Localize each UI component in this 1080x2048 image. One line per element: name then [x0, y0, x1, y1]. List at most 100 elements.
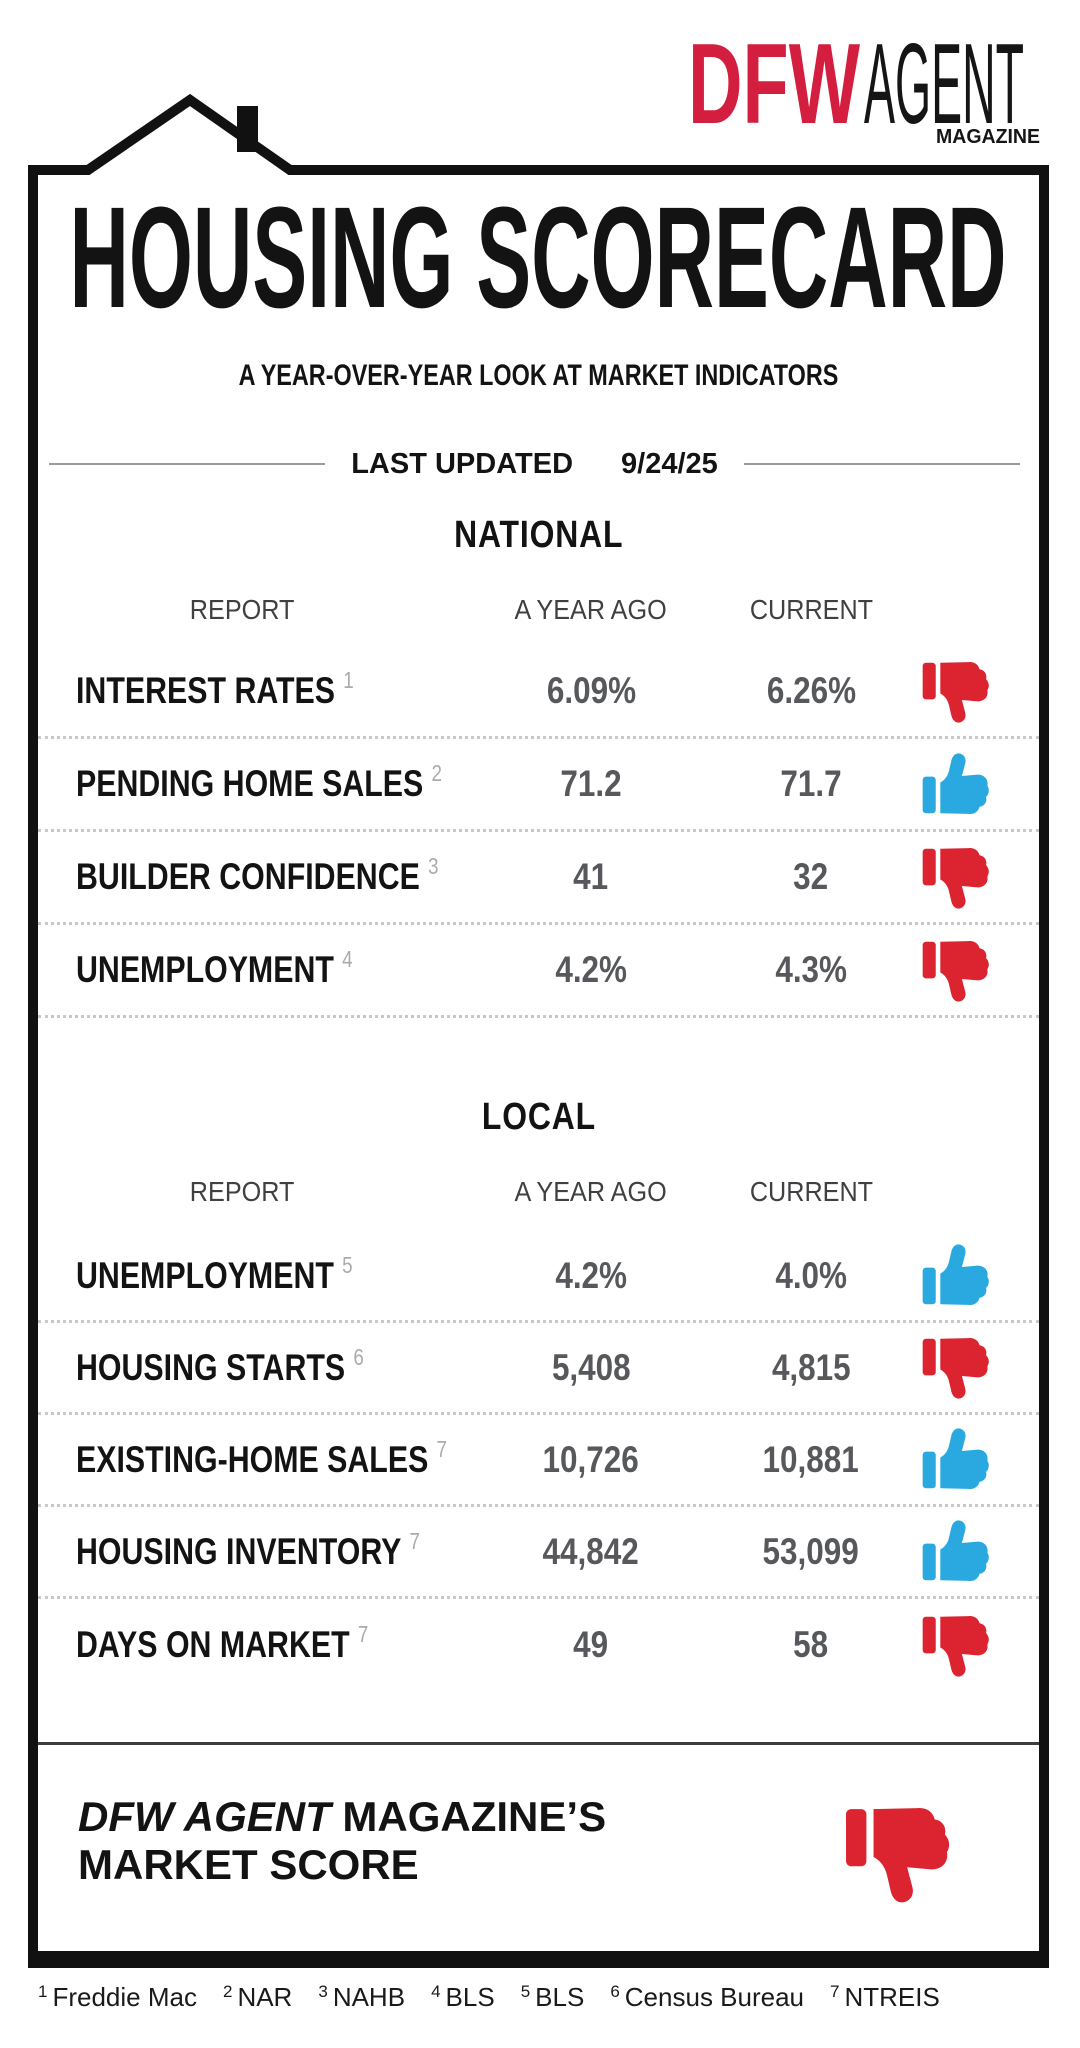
scorecard-box: HOUSING SCORECARD A YEAR-OVER-YEAR LOOK …: [28, 165, 1049, 1968]
thumbs-up-icon: [922, 1428, 990, 1491]
report-label: HOUSING STARTS 6: [76, 1343, 364, 1388]
logo-agent-text: AGENT: [864, 36, 1024, 148]
report-label: DAYS ON MARKET 7: [76, 1621, 369, 1665]
verdict-cell: [918, 1415, 994, 1504]
column-header-current: CURRENT: [749, 594, 873, 625]
column-header-year-ago: A YEAR AGO: [514, 1176, 668, 1207]
footnote-item: 5 BLS: [520, 1982, 585, 2012]
source-footnotes: 1 Freddie Mac 2 NAR 3 NAHB 4 BLS 5 BLS 6 Censu…: [38, 1982, 940, 2013]
page-title: HOUSING SCORECARD: [70, 177, 1007, 330]
national-table: INTEREST RATES 1 6.09% 6.26% PENDING HOME…: [38, 646, 1039, 1018]
thumbs-up-icon: [922, 1520, 990, 1583]
section-title-national: NATIONAL: [453, 514, 624, 556]
local-header-row: REPORT A YEAR AGO CURRENT: [38, 1176, 1039, 1207]
report-label: UNEMPLOYMENT 4: [76, 946, 353, 990]
verdict-cell: [918, 832, 994, 922]
big-thumbs-down-icon: [845, 1805, 951, 1903]
verdict-cell: [918, 1599, 994, 1691]
divider-line-right: [743, 463, 1020, 465]
footnote-item: 4 BLS: [431, 1982, 495, 2012]
report-label: PENDING HOME SALES 2: [76, 760, 442, 804]
table-row-housing-starts: HOUSING STARTS 6 5,408 4,815: [38, 1323, 1039, 1415]
current-value: 4.3%: [775, 949, 847, 990]
footnote-item: 6 Census Bureau: [610, 1982, 805, 2012]
column-header-current: CURRENT: [749, 1176, 873, 1207]
thumbs-up-icon: [922, 753, 990, 816]
current-value: 58: [793, 1624, 829, 1665]
year-ago-value: 4.2%: [555, 949, 627, 990]
last-updated-row: LAST UPDATED 9/24/25: [49, 447, 1020, 481]
thumbs-down-icon: [922, 939, 990, 1002]
table-row-days-on-market: DAYS ON MARKET 7 49 58: [38, 1599, 1039, 1691]
market-score-divider: [38, 1742, 1039, 1745]
report-label: EXISTING-HOME SALES 7: [76, 1435, 448, 1480]
current-value: 10,881: [762, 1438, 860, 1480]
year-ago-value: 71.2: [560, 763, 622, 804]
year-ago-value: 5,408: [551, 1346, 631, 1388]
thumbs-down-icon: [922, 660, 990, 723]
page-subtitle: A YEAR-OVER-YEAR LOOK AT MARKET INDICATO…: [238, 359, 839, 392]
year-ago-value: 49: [573, 1624, 609, 1665]
report-label: INTEREST RATES 1: [76, 667, 354, 711]
table-row-housing-inventory: HOUSING INVENTORY 7 44,842 53,099: [38, 1507, 1039, 1599]
market-score-verdict: [845, 1805, 951, 1908]
logo-dfw-text: DFW: [688, 36, 860, 148]
current-value: 71.7: [780, 763, 842, 804]
market-score-brand: DFW AGENT: [78, 1793, 331, 1840]
current-value: 53,099: [762, 1530, 860, 1572]
logo-magazine-text: MAGAZINE: [936, 126, 1040, 148]
thumbs-down-icon: [922, 1336, 990, 1399]
table-row-builder-confidence: BUILDER CONFIDENCE 3 41 32: [38, 832, 1039, 925]
column-header-year-ago: A YEAR AGO: [514, 594, 668, 625]
current-value: 4,815: [771, 1346, 851, 1388]
report-label: BUILDER CONFIDENCE 3: [76, 853, 439, 897]
verdict-cell: [918, 1507, 994, 1596]
footnote-ref: 2: [431, 760, 442, 786]
footnote-ref: 6: [353, 1343, 364, 1370]
year-ago-value: 44,842: [542, 1530, 640, 1572]
table-row-pending-home-sales: PENDING HOME SALES 2 71.2 71.7: [38, 739, 1039, 832]
current-value: 32: [793, 856, 829, 897]
table-row-interest-rates: INTEREST RATES 1 6.09% 6.26%: [38, 646, 1039, 739]
local-table: UNEMPLOYMENT 5 4.2% 4.0% HOUSING STARTS 6 …: [38, 1231, 1039, 1691]
table-row-existing-home-sales: EXISTING-HOME SALES 7 10,726 10,881: [38, 1415, 1039, 1507]
footnote-ref: 5: [342, 1251, 353, 1278]
national-header-row: REPORT A YEAR AGO CURRENT: [38, 594, 1039, 625]
footnote-ref: 7: [436, 1435, 448, 1462]
table-row-unemployment-local: UNEMPLOYMENT 5 4.2% 4.0%: [38, 1231, 1039, 1323]
column-header-report: REPORT: [189, 594, 295, 625]
footnote-ref: 7: [409, 1527, 421, 1554]
footnote-item: 2 NAR: [222, 1982, 293, 2012]
year-ago-value: 41: [573, 856, 609, 897]
thumbs-down-icon: [922, 846, 990, 909]
verdict-cell: [918, 739, 994, 829]
house-roof-outline: [33, 93, 1044, 175]
section-title-local: LOCAL: [481, 1096, 596, 1138]
footnote-item: 1 Freddie Mac: [38, 1982, 197, 2012]
thumbs-down-icon: [922, 1614, 990, 1677]
verdict-cell: [918, 1231, 994, 1320]
footnote-ref: 4: [342, 946, 353, 972]
market-score-title: DFW AGENT MAGAZINE’S MARKET SCORE: [78, 1793, 607, 1888]
report-label: HOUSING INVENTORY 7: [76, 1527, 421, 1572]
footnote-item: 7 NTREIS: [830, 1982, 940, 2012]
thumbs-up-icon: [922, 1244, 990, 1307]
column-header-report: REPORT: [189, 1176, 295, 1207]
verdict-cell: [918, 1323, 994, 1412]
dfw-agent-magazine-logo: DFW AGENT MAGAZINE: [688, 36, 1040, 148]
current-value: 4.0%: [775, 1254, 847, 1296]
report-label: UNEMPLOYMENT 5: [76, 1251, 353, 1296]
verdict-cell: [918, 925, 994, 1015]
chimney-shape: [237, 106, 258, 152]
footnote-item: 3 NAHB: [318, 1982, 406, 2012]
last-updated-date: 9/24/25: [621, 447, 718, 480]
divider-line-left: [49, 463, 326, 465]
verdict-cell: [918, 646, 994, 736]
page-title-text: HOUSING SCORECARD: [70, 177, 1007, 330]
year-ago-value: 4.2%: [555, 1254, 627, 1296]
year-ago-value: 10,726: [542, 1438, 640, 1480]
footnote-ref: 1: [343, 667, 354, 693]
year-ago-value: 6.09%: [546, 670, 636, 711]
market-score-label: MARKET SCORE: [78, 1841, 419, 1888]
